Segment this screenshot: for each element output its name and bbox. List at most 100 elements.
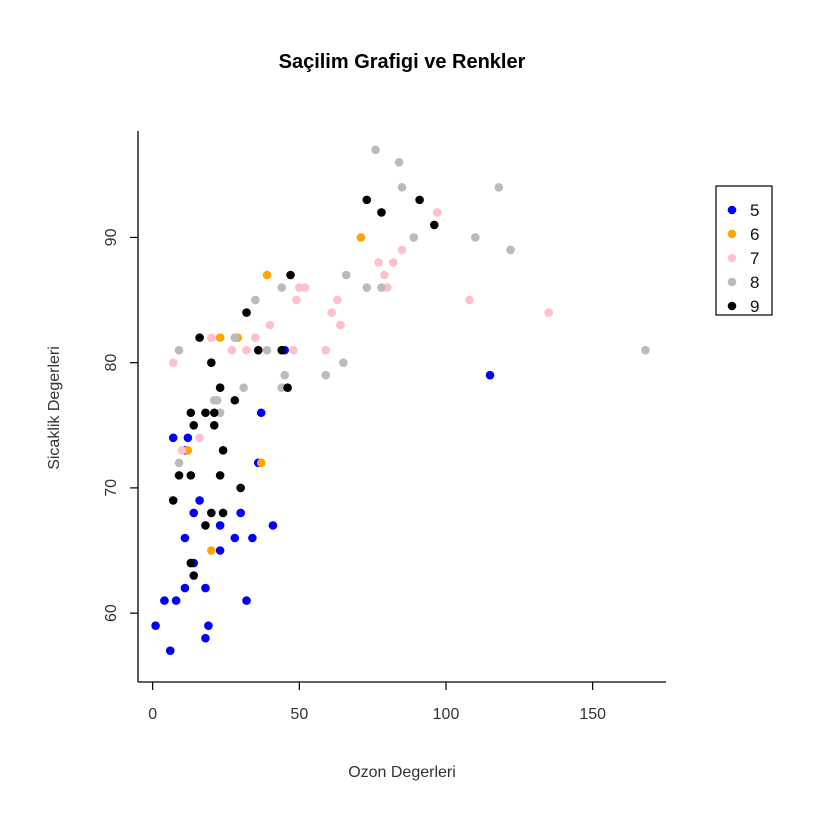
point-series-9	[218, 446, 228, 455]
point-series-8	[471, 233, 480, 242]
y-tick-label: 90	[103, 228, 120, 246]
point-series-9	[215, 471, 225, 480]
point-series-8	[262, 345, 272, 355]
x-tick-label: 0	[148, 706, 157, 723]
point-series-9	[186, 471, 196, 480]
point-series-5	[168, 433, 178, 443]
point-series-8	[397, 183, 407, 192]
point-series-9	[283, 383, 292, 393]
point-series-7	[242, 345, 251, 355]
point-series-9	[415, 195, 424, 205]
y-tick-label: 70	[103, 479, 120, 497]
point-series-8	[174, 458, 184, 468]
point-series-5	[180, 533, 190, 543]
point-series-8	[280, 370, 289, 380]
point-series-9	[186, 408, 196, 418]
x-tick-label: 150	[579, 706, 606, 723]
point-series-8	[494, 183, 504, 192]
point-series-5	[236, 508, 245, 518]
point-series-9	[207, 358, 216, 367]
point-series-7	[333, 295, 342, 305]
point-series-9	[253, 345, 263, 355]
point-series-7	[327, 308, 336, 317]
x-tick-label: 100	[433, 706, 460, 723]
y-axis-label: Sicaklik Degerleri	[46, 346, 63, 470]
chart-title: Saçilim Grafigi ve Renkler	[279, 51, 526, 73]
point-series-5	[151, 621, 160, 630]
point-series-5	[215, 521, 225, 530]
point-series-5	[160, 596, 169, 605]
point-series-6	[215, 333, 225, 342]
point-series-8	[371, 145, 380, 155]
point-series-5	[171, 596, 181, 605]
point-series-8	[230, 333, 240, 342]
point-series-7	[374, 258, 383, 267]
point-series-7	[465, 295, 474, 305]
point-series-8	[362, 283, 372, 292]
point-series-9	[286, 270, 295, 280]
point-series-9	[277, 345, 287, 355]
point-series-9	[242, 308, 251, 317]
point-series-5	[165, 646, 175, 655]
legend-marker-5	[727, 205, 737, 215]
point-series-9	[377, 208, 386, 217]
point-series-5	[201, 633, 210, 643]
point-series-5	[180, 583, 190, 593]
point-series-9	[207, 508, 216, 518]
legend-label: 9	[750, 297, 759, 316]
point-series-7	[388, 258, 398, 267]
point-series-7	[380, 270, 389, 280]
point-series-5	[268, 521, 278, 530]
point-series-8	[377, 283, 386, 292]
point-series-9	[189, 420, 199, 430]
point-series-9	[174, 471, 184, 480]
tick-layer: 0 50 100 150 60 70 80 90	[103, 228, 606, 723]
legend-label: 7	[750, 249, 759, 268]
x-tick-label: 50	[290, 706, 308, 723]
legend-marker-7	[727, 253, 737, 263]
point-series-7	[195, 433, 204, 443]
point-series-5	[485, 370, 495, 380]
point-series-7	[544, 308, 553, 317]
point-series-9	[362, 195, 372, 205]
legend-label: 6	[750, 225, 759, 244]
point-series-9	[218, 508, 228, 518]
point-series-8	[321, 370, 331, 380]
point-series-8	[209, 395, 219, 405]
point-series-7	[177, 446, 187, 455]
point-series-7	[207, 333, 216, 342]
point-series-8	[341, 270, 351, 280]
point-series-9	[209, 420, 219, 430]
point-series-7	[251, 333, 260, 342]
point-series-5	[215, 546, 225, 555]
point-series-5	[248, 533, 257, 543]
y-tick-label: 60	[103, 604, 120, 622]
point-series-7	[397, 245, 407, 255]
point-series-7	[289, 345, 298, 355]
point-layer	[151, 145, 650, 655]
point-series-5	[230, 533, 240, 543]
point-series-7	[295, 283, 304, 292]
point-series-6	[262, 270, 272, 280]
point-series-9	[429, 220, 439, 230]
point-series-6	[256, 458, 266, 468]
point-series-8	[174, 345, 184, 355]
point-series-9	[168, 496, 178, 505]
point-series-5	[256, 408, 266, 418]
axes	[137, 131, 666, 683]
point-series-5	[189, 508, 199, 518]
point-series-8	[339, 358, 348, 367]
point-series-7	[265, 320, 275, 330]
point-series-8	[506, 245, 515, 255]
legend-label: 8	[750, 273, 759, 292]
point-series-5	[201, 583, 210, 593]
point-series-9	[195, 333, 204, 342]
x-axis-label: Ozon Degerleri	[348, 764, 456, 781]
point-series-9	[189, 571, 199, 580]
point-series-5	[204, 621, 213, 630]
y-tick-label: 80	[103, 354, 120, 372]
point-series-7	[336, 320, 345, 330]
point-series-8	[277, 283, 287, 292]
point-series-5	[242, 596, 251, 605]
